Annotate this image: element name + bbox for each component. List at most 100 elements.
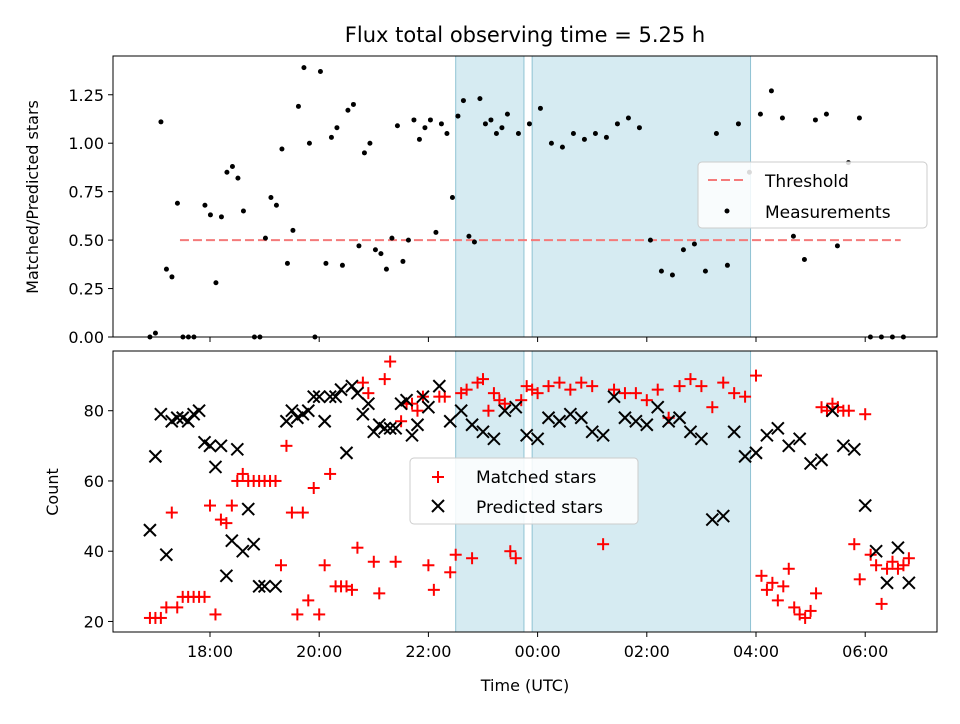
measurement-point [757, 111, 763, 117]
measurement-point [290, 227, 296, 233]
measurement-point [548, 140, 554, 146]
predicted-star-point [694, 432, 709, 446]
matched-star-point [504, 545, 517, 558]
bottom-xtick-label: 04:00 [733, 642, 779, 661]
matched-star-point [373, 587, 386, 600]
predicted-star-point [563, 407, 578, 421]
predicted-star-point [585, 425, 599, 439]
measurement-point [460, 98, 466, 104]
matched-star-point [362, 387, 375, 400]
bottom-ytick-label: 20 [84, 612, 104, 631]
measurement-point [416, 136, 422, 142]
predicted-star-point [596, 428, 610, 443]
matched-star-point [542, 380, 555, 393]
top-ytick-label: 1.00 [68, 134, 104, 153]
matched-star-point [313, 608, 326, 621]
matched-star-point [302, 594, 315, 607]
predicted-star-point [361, 396, 376, 411]
matched-star-point [804, 604, 817, 617]
matched-star-point [771, 594, 784, 607]
matched-star-point [515, 394, 528, 407]
legend-predicted-marker [431, 499, 445, 513]
matched-star-point [198, 590, 211, 603]
measurement-point [218, 214, 224, 220]
predicted-star-point [219, 569, 234, 583]
matched-star-point [231, 474, 244, 487]
predicted-star-point [230, 442, 245, 457]
predicted-star-point [181, 414, 195, 428]
measurement-point [669, 272, 675, 278]
predicted-star-point [836, 439, 851, 453]
measurement-point [812, 117, 818, 123]
measurement-point [301, 65, 307, 71]
measurement-point [372, 247, 378, 253]
measurement-point [207, 212, 213, 218]
top-ytick-label: 0.50 [68, 231, 104, 250]
legend-threshold-label: Threshold [764, 172, 849, 192]
matched-star-points [143, 355, 915, 624]
bottom-xtick-label: 20:00 [296, 642, 342, 661]
matched-star-point [487, 387, 500, 400]
matched-star-point [307, 481, 320, 494]
matched-star-point [886, 555, 899, 568]
matched-star-point [782, 562, 795, 575]
measurement-point [856, 115, 862, 121]
measurement-point [592, 131, 598, 137]
measurement-point [422, 125, 428, 131]
matched-star-point [411, 404, 424, 417]
measurement-point [702, 268, 708, 274]
predicted-star-point [738, 449, 752, 464]
matched-star-point [820, 404, 833, 417]
bottom-y-axis: 20 40 60 80 [84, 402, 113, 631]
bottom-legend: Matched stars Predicted stars [409, 457, 639, 525]
predicted-star-point [629, 414, 643, 428]
top-ytick-label: 0.75 [68, 183, 104, 202]
measurement-point [433, 229, 439, 235]
predicted-star-point [476, 425, 490, 439]
matched-star-point [608, 383, 621, 396]
predicted-star-point [236, 544, 250, 558]
matched-star-point [345, 583, 358, 596]
predicted-star-point [541, 411, 556, 425]
predicted-star-point [487, 432, 501, 446]
matched-star-point [864, 548, 877, 561]
predicted-star-point [323, 389, 337, 404]
predicted-star-point [405, 428, 419, 443]
predicted-star-point [268, 579, 283, 594]
predicted-star-point [771, 421, 785, 435]
matched-star-point [618, 387, 631, 400]
measurement-point [174, 200, 180, 206]
matched-star-point [897, 559, 910, 572]
bottom-xtick-label: 06:00 [842, 642, 888, 661]
matched-star-point [236, 467, 249, 480]
measurement-point [202, 202, 208, 208]
predicted-star-point [378, 421, 392, 435]
measurement-point [213, 280, 219, 286]
measurement-point [724, 262, 730, 268]
measurement-point [581, 136, 587, 142]
matched-star-point [509, 552, 522, 565]
measurement-point [427, 117, 433, 123]
predicted-star-point [208, 460, 223, 474]
measurement-point [240, 208, 246, 214]
predicted-star-point [148, 449, 163, 464]
matched-star-point [269, 474, 282, 487]
bottom-xtick-label: 22:00 [405, 642, 451, 661]
measurement-point [455, 113, 461, 119]
matched-star-point [406, 397, 419, 410]
matched-star-point [875, 597, 888, 610]
matched-star-point [498, 397, 511, 410]
matched-star-point [466, 552, 479, 565]
predicted-star-point [345, 379, 359, 393]
measurement-point [334, 125, 340, 131]
predicted-star-point [607, 389, 621, 404]
predicted-star-point [312, 389, 326, 404]
predicted-star-point [159, 548, 174, 562]
measurement-point [224, 169, 230, 175]
measurement-point [273, 202, 279, 208]
measurement-point [691, 241, 697, 247]
measurement-point [229, 163, 235, 169]
predicted-star-point [307, 389, 321, 404]
measurement-point [350, 101, 356, 107]
